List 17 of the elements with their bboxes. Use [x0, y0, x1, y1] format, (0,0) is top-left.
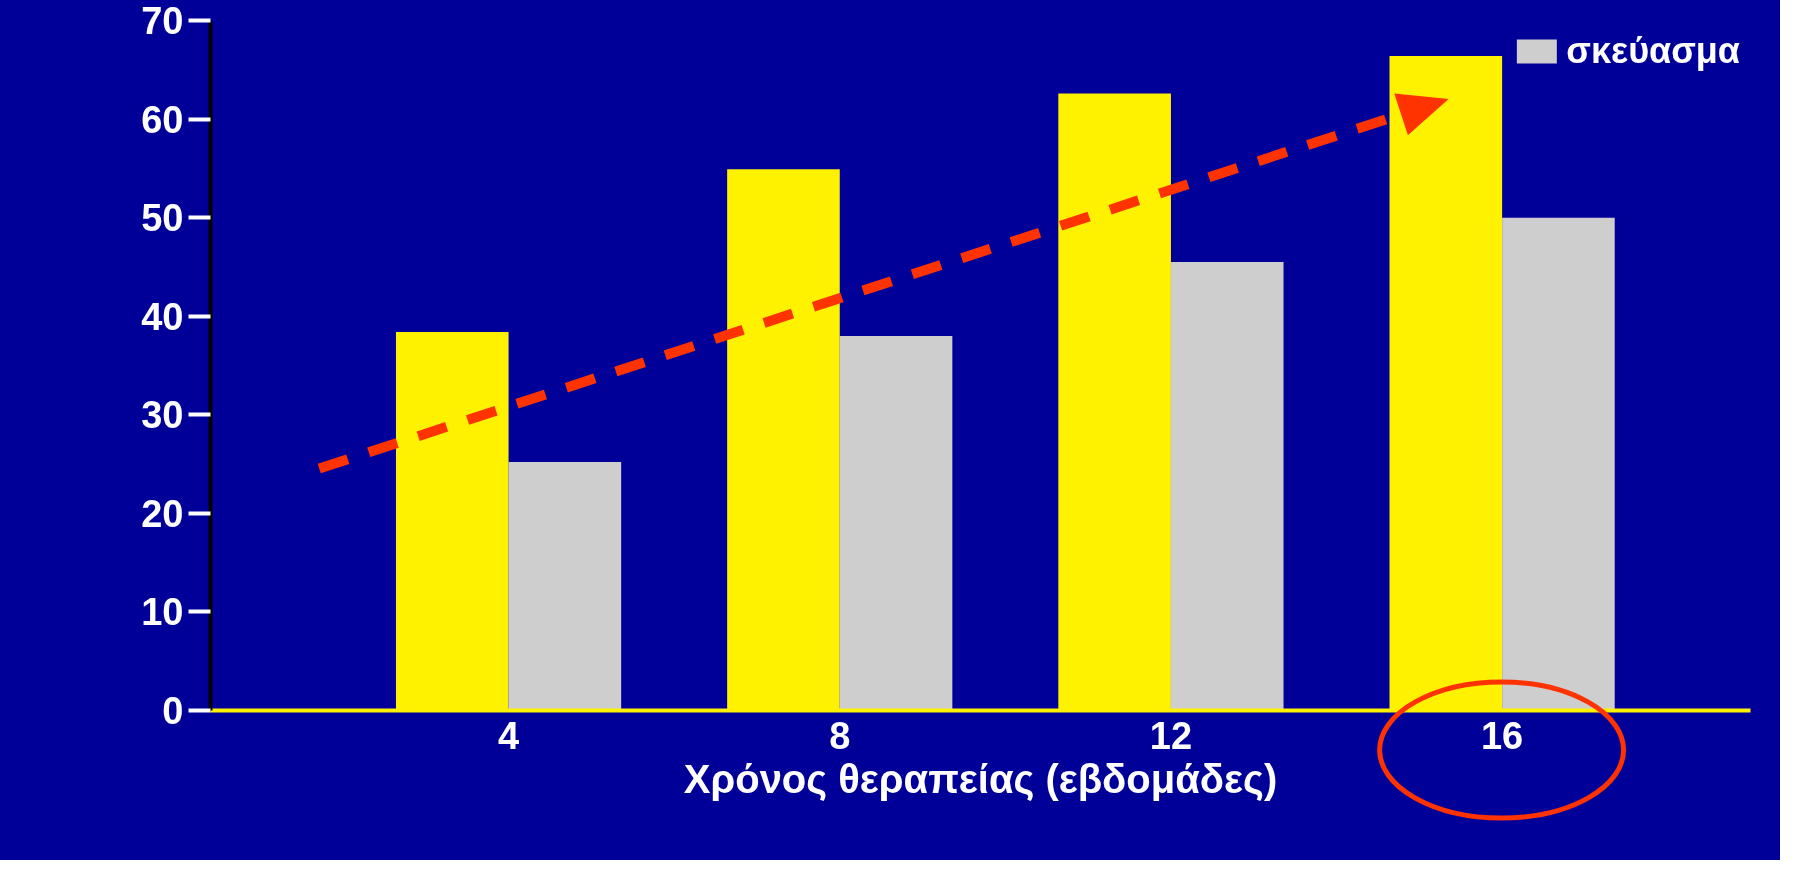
y-tick-label: 40 [141, 295, 184, 338]
y-tick-label: 30 [141, 394, 184, 437]
y-tick-label: 10 [141, 591, 184, 634]
y-tick-label: 70 [141, 0, 184, 42]
y-tick-label: 50 [141, 197, 184, 240]
legend-label: σκεύασμα [1566, 30, 1740, 72]
bar [508, 462, 622, 711]
x-tick-label: 4 [498, 714, 520, 757]
y-tick-label: 0 [162, 690, 184, 732]
bar [839, 335, 953, 711]
y-tick-label: 60 [141, 98, 184, 141]
x-axis-title: Χρόνος θεραπείας (εβδομάδες) [683, 756, 1278, 802]
x-tick-label: 8 [829, 714, 851, 757]
x-tick-label: 16 [1480, 714, 1524, 757]
x-tick-label: 12 [1149, 714, 1193, 757]
bar [1170, 262, 1284, 711]
y-tick-label: 20 [141, 492, 184, 535]
